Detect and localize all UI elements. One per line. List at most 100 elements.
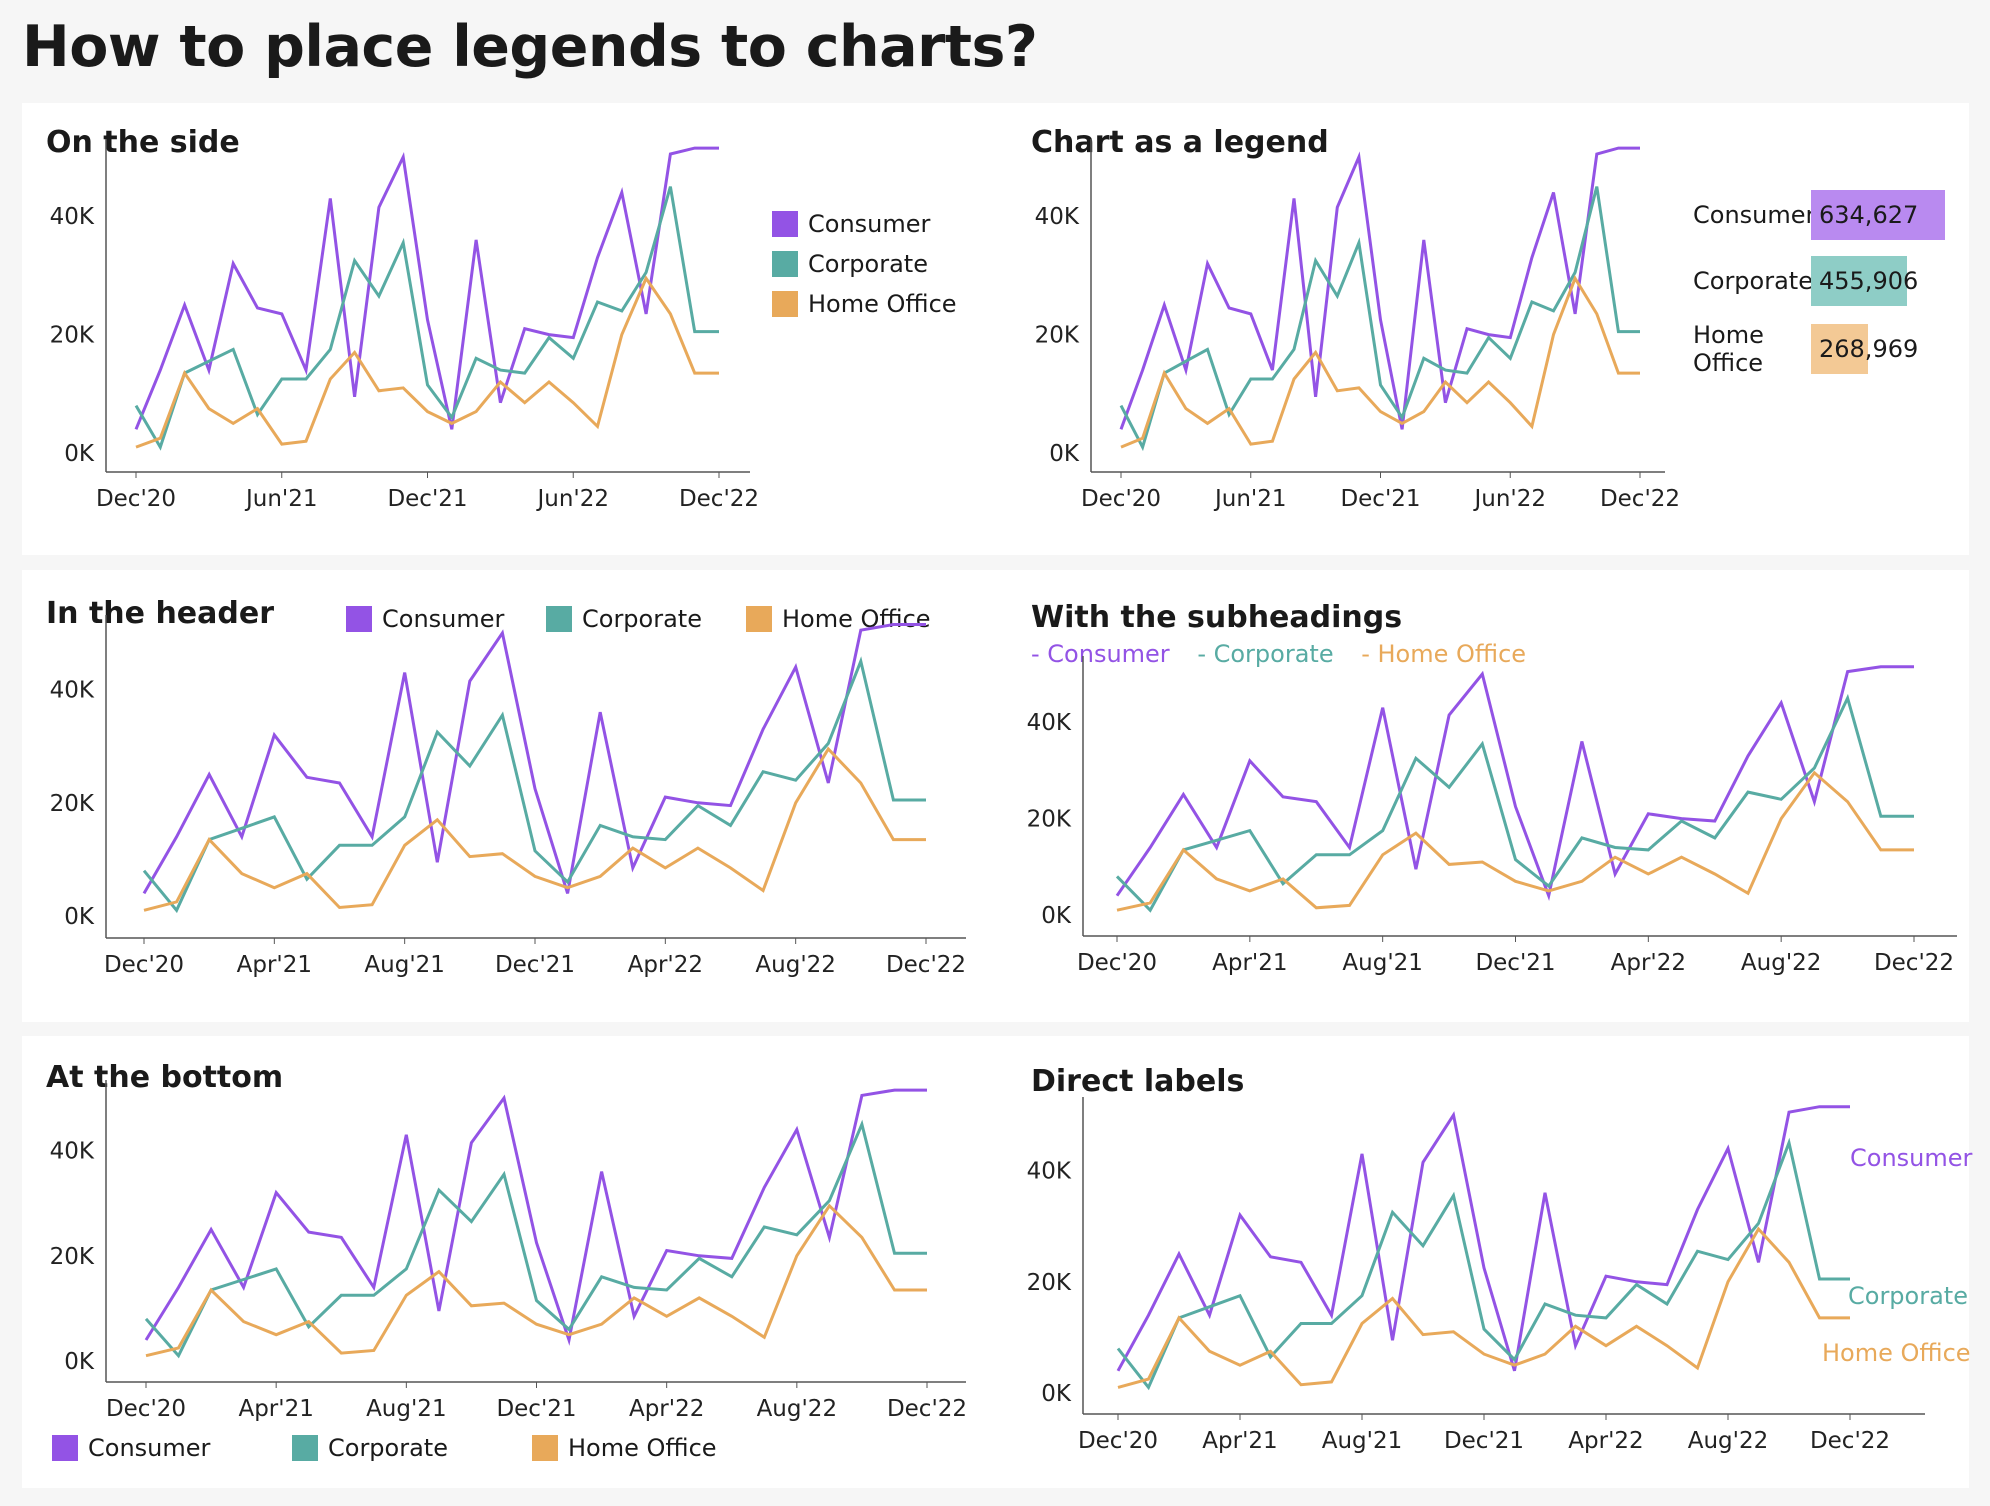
home-office-line bbox=[145, 1203, 927, 1358]
x-tick-label: Apr'22 bbox=[1568, 1428, 1643, 1454]
y-tick-label: 20K bbox=[1027, 1270, 1072, 1296]
panel-with-subheadings: With the subheadings - Consumer - Corpor… bbox=[1007, 570, 1969, 1022]
y-tick-label: 20K bbox=[50, 1244, 95, 1270]
x-tick-label: Dec'20 bbox=[104, 952, 184, 978]
corporate-line bbox=[1119, 186, 1640, 452]
legend-label: Home Office bbox=[782, 605, 931, 633]
x-tick-label: Dec'21 bbox=[1475, 950, 1555, 976]
legend-bar-label: Consumer bbox=[1693, 201, 1816, 229]
legend-label: Consumer bbox=[382, 605, 505, 633]
y-tick-label: 20K bbox=[50, 323, 95, 349]
legend-label: Home Office bbox=[568, 1434, 717, 1462]
x-tick-label: Dec'20 bbox=[96, 486, 176, 512]
x-tick-label: Aug'21 bbox=[366, 1396, 447, 1422]
y-tick-label: 0K bbox=[64, 441, 95, 467]
direct-label-corporate: Corporate bbox=[1848, 1282, 1968, 1310]
direct-label-consumer: Consumer bbox=[1850, 1144, 1973, 1172]
y-tick-label: 0K bbox=[64, 1349, 95, 1375]
x-tick-label: Jun'22 bbox=[1472, 486, 1546, 512]
legend-label: Corporate bbox=[808, 250, 928, 278]
panel-title: At the bottom bbox=[46, 1060, 284, 1095]
consumer-line bbox=[1115, 665, 1914, 902]
x-tick-label: Apr'21 bbox=[1202, 1428, 1277, 1454]
line-chart: 0K 20K 40K Dec'20 Apr'21 Aug'21 Dec'21 Apr'22 Au… bbox=[50, 615, 966, 978]
legend-bar-label-line: Home bbox=[1693, 321, 1764, 349]
x-tick-label: Aug'22 bbox=[755, 952, 836, 978]
panel-title: On the side bbox=[46, 125, 240, 160]
home-office-swatch bbox=[746, 606, 772, 632]
subheading-consumer: - Consumer bbox=[1031, 640, 1170, 668]
legend-bar: 634,627 bbox=[1811, 190, 1945, 240]
corporate-swatch bbox=[772, 251, 798, 277]
line-chart: 0K 20K 40K Dec'20 Jun'21 Dec'21 Jun'22 Dec'22 bbox=[1035, 139, 1680, 512]
legend-item-home-office: Home Office bbox=[532, 1434, 717, 1462]
legend-bar-value: 268,969 bbox=[1819, 335, 1919, 363]
legend-bar-label: Corporate bbox=[1693, 267, 1813, 295]
y-tick-label: 0K bbox=[1041, 903, 1072, 929]
x-tick-label: Aug'22 bbox=[1741, 950, 1822, 976]
x-tick-label: Dec'21 bbox=[1444, 1428, 1524, 1454]
y-tick-label: 40K bbox=[1027, 1159, 1072, 1185]
panel-chart-as-legend: Chart as a legend 0K 20K 40K Dec'20 Jun'21 De… bbox=[1007, 103, 1969, 555]
legend-label: Consumer bbox=[88, 1434, 211, 1462]
x-tick-label: Dec'21 bbox=[387, 486, 467, 512]
consumer-line bbox=[134, 146, 719, 430]
legend-item-corporate: Corporate bbox=[292, 1434, 448, 1462]
x-tick-label: Aug'21 bbox=[1322, 1428, 1403, 1454]
y-tick-label: 0K bbox=[1049, 441, 1080, 467]
x-tick-label: Jun'21 bbox=[244, 486, 318, 512]
direct-label-home-office: Home Office bbox=[1822, 1339, 1971, 1367]
y-tick-label: 0K bbox=[1041, 1381, 1072, 1407]
panel-on-the-side: On the side 0K 20K 40K Dec'20 Jun'21 Dec'21 Ju… bbox=[22, 103, 1008, 555]
home-office-line bbox=[135, 275, 719, 449]
x-tick-label: Dec'22 bbox=[886, 952, 966, 978]
corporate-line bbox=[1116, 1137, 1850, 1391]
legend-label: Corporate bbox=[328, 1434, 448, 1462]
subheading-legend: - Consumer - Corporate - Home Office bbox=[1031, 640, 1546, 668]
x-tick-label: Dec'22 bbox=[1600, 486, 1680, 512]
consumer-line bbox=[1119, 146, 1640, 430]
line-chart: 0K 20K 40K Dec'20 Apr'21 Aug'21 Dec'21 Apr'22 Au… bbox=[50, 1080, 967, 1422]
corporate-swatch bbox=[546, 606, 572, 632]
y-tick-label: 20K bbox=[50, 791, 95, 817]
legend-label: Corporate bbox=[582, 605, 702, 633]
legend-bar: 268,969 bbox=[1811, 324, 1918, 374]
y-tick-label: 20K bbox=[1035, 323, 1080, 349]
y-tick-label: 20K bbox=[1027, 807, 1072, 833]
x-tick-label: Jun'22 bbox=[535, 486, 609, 512]
consumer-line bbox=[1116, 1105, 1850, 1372]
panel-title: Direct labels bbox=[1031, 1064, 1245, 1099]
home-office-line bbox=[1117, 1226, 1850, 1389]
page-title: How to place legends to charts? bbox=[22, 14, 1038, 80]
legend-item-corporate: Corporate bbox=[546, 605, 702, 633]
legend-bar-corporate: Corporate 455,906 bbox=[1693, 256, 1918, 306]
consumer-swatch bbox=[52, 1435, 78, 1461]
consumer-swatch bbox=[346, 606, 372, 632]
x-tick-label: Apr'21 bbox=[237, 952, 312, 978]
home-office-line bbox=[143, 746, 926, 912]
legend-bar: 455,906 bbox=[1811, 256, 1918, 306]
legend-item-home-office: Home Office bbox=[746, 605, 931, 633]
legend-item-consumer: Consumer bbox=[346, 605, 504, 633]
corporate-line bbox=[142, 656, 926, 914]
line-chart: 0K 20K 40K Dec'20 Apr'21 Aug'21 Dec'21 Apr'22 Au… bbox=[1027, 656, 1957, 976]
legend-bar-label: Home Office bbox=[1693, 321, 1811, 377]
legend-item-consumer: Consumer bbox=[772, 210, 930, 238]
legend-bar-value: 634,627 bbox=[1819, 201, 1919, 229]
corporate-swatch bbox=[292, 1435, 318, 1461]
x-tick-label: Aug'22 bbox=[757, 1396, 838, 1422]
x-tick-label: Apr'21 bbox=[1212, 950, 1287, 976]
x-tick-label: Dec'20 bbox=[1081, 486, 1161, 512]
x-tick-label: Dec'21 bbox=[496, 1396, 576, 1422]
panel-title: In the header bbox=[46, 596, 275, 631]
consumer-line bbox=[144, 1088, 927, 1346]
legend-bar-label-line: Office bbox=[1693, 349, 1764, 377]
y-tick-label: 40K bbox=[50, 1139, 95, 1165]
x-tick-label: Apr'22 bbox=[628, 952, 703, 978]
legend-label: Home Office bbox=[808, 290, 957, 318]
home-office-swatch bbox=[532, 1435, 558, 1461]
corporate-line bbox=[134, 186, 719, 451]
home-office-line bbox=[1120, 275, 1640, 449]
panel-at-the-bottom: At the bottom 0K 20K 40K Dec'20 Apr'21 Aug'21… bbox=[22, 1036, 1008, 1488]
legend-bar-value: 455,906 bbox=[1819, 267, 1919, 295]
